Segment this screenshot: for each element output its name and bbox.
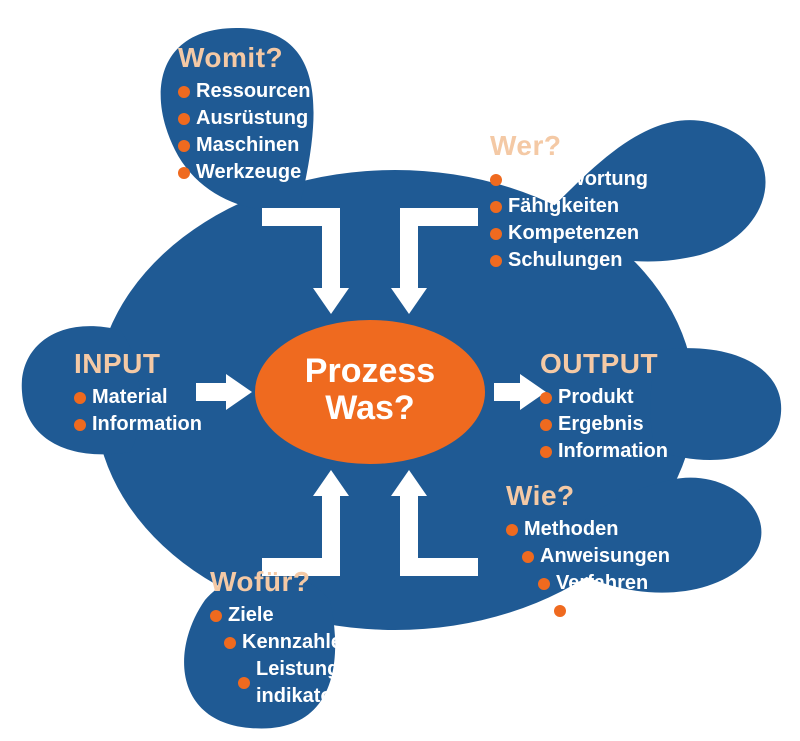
center-label: Prozess Was? [255, 353, 485, 428]
item-input-0: Material [74, 384, 202, 411]
item-text: Kennzahlen [242, 629, 354, 656]
item-text: Verfahren [556, 570, 648, 597]
bullet-icon [74, 419, 86, 431]
heading-womit: Womit? [178, 42, 311, 74]
item-text: Werkzeuge [196, 159, 301, 186]
section-input: INPUT MaterialInformation [74, 348, 202, 438]
item-text: Information [558, 438, 668, 465]
item-womit-2: Maschinen [178, 132, 311, 159]
bullet-icon [178, 167, 190, 179]
bullet-icon [178, 140, 190, 152]
item-wer-1: Fähigkeiten [490, 193, 648, 220]
item-womit-1: Ausrüstung [178, 105, 311, 132]
heading-wie: Wie? [506, 480, 718, 512]
item-text: Anweisungen [540, 543, 670, 570]
item-text: Ergebnis [558, 411, 644, 438]
item-text: Produkt [558, 384, 634, 411]
item-text: Dokumentation [572, 597, 718, 624]
section-wofuer: Wofür? ZieleKennzahlenLeistungs- indikato… [210, 566, 364, 710]
bullet-icon [490, 255, 502, 267]
item-output-2: Information [540, 438, 668, 465]
item-wie-1: Anweisungen [522, 543, 718, 570]
bullet-icon [490, 228, 502, 240]
item-output-0: Produkt [540, 384, 668, 411]
item-text: Ausrüstung [196, 105, 308, 132]
section-womit: Womit? RessourcenAusrüstungMaschinenWerkz… [178, 42, 311, 186]
bullet-icon [74, 392, 86, 404]
item-wie-3: Dokumentation [554, 597, 718, 624]
items-womit: RessourcenAusrüstungMaschinenWerkzeuge [178, 78, 311, 186]
item-wer-0: Verantwortung [490, 166, 648, 193]
item-text: Maschinen [196, 132, 299, 159]
item-text: Fähigkeiten [508, 193, 619, 220]
item-wer-3: Schulungen [490, 247, 648, 274]
heading-output: OUTPUT [540, 348, 668, 380]
item-wer-2: Kompetenzen [490, 220, 648, 247]
item-womit-3: Werkzeuge [178, 159, 311, 186]
item-text: Leistungs- indikatoren [256, 656, 364, 710]
item-text: Ziele [228, 602, 274, 629]
item-input-1: Information [74, 411, 202, 438]
bullet-icon [540, 392, 552, 404]
section-wer: Wer? VerantwortungFähigkeitenKompetenzenS… [490, 130, 648, 274]
bullet-icon [522, 551, 534, 563]
item-text: Verantwortung [508, 166, 648, 193]
bullet-icon [540, 446, 552, 458]
bullet-icon [178, 86, 190, 98]
item-wie-0: Methoden [506, 516, 718, 543]
item-output-1: Ergebnis [540, 411, 668, 438]
heading-input: INPUT [74, 348, 202, 380]
bullet-icon [490, 201, 502, 213]
item-text: Material [92, 384, 168, 411]
item-text: Kompetenzen [508, 220, 639, 247]
item-text: Ressourcen [196, 78, 311, 105]
item-text: Methoden [524, 516, 618, 543]
heading-wer: Wer? [490, 130, 648, 162]
items-input: MaterialInformation [74, 384, 202, 438]
section-wie: Wie? MethodenAnweisungenVerfahrenDokument… [506, 480, 718, 624]
items-wie: MethodenAnweisungenVerfahrenDokumentatio… [506, 516, 718, 624]
bullet-icon [238, 677, 250, 689]
bullet-icon [490, 174, 502, 186]
center-line2: Was? [255, 390, 485, 427]
heading-wofuer: Wofür? [210, 566, 364, 598]
item-wofuer-0: Ziele [210, 602, 364, 629]
bullet-icon [178, 113, 190, 125]
items-wer: VerantwortungFähigkeitenKompetenzenSchul… [490, 166, 648, 274]
bullet-icon [538, 578, 550, 590]
item-wofuer-2: Leistungs- indikatoren [238, 656, 364, 710]
bullet-icon [506, 524, 518, 536]
bullet-icon [554, 605, 566, 617]
bullet-icon [540, 419, 552, 431]
item-text: Information [92, 411, 202, 438]
bullet-icon [210, 610, 222, 622]
center-line1: Prozess [255, 353, 485, 390]
section-output: OUTPUT ProduktErgebnisInformation [540, 348, 668, 465]
items-output: ProduktErgebnisInformation [540, 384, 668, 465]
item-text: Schulungen [508, 247, 622, 274]
item-wie-2: Verfahren [538, 570, 718, 597]
bullet-icon [224, 637, 236, 649]
items-wofuer: ZieleKennzahlenLeistungs- indikatoren [210, 602, 364, 710]
item-womit-0: Ressourcen [178, 78, 311, 105]
item-wofuer-1: Kennzahlen [224, 629, 364, 656]
